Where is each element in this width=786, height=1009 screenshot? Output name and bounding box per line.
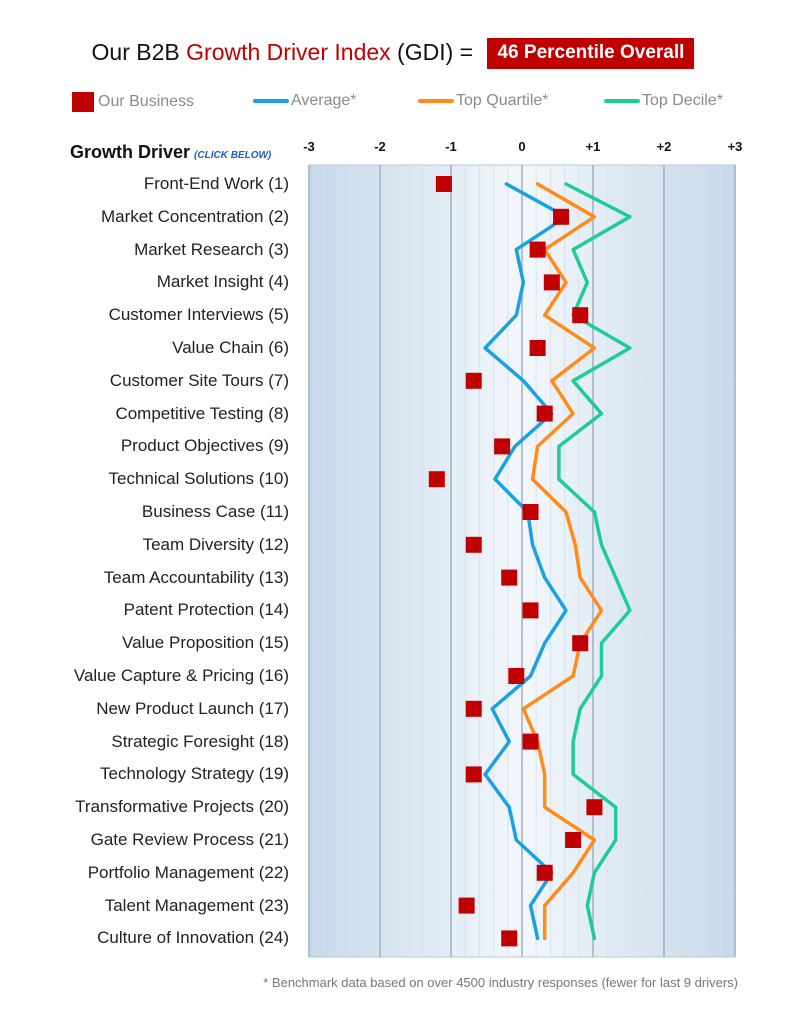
our-business-marker <box>536 864 553 881</box>
our-business-marker <box>465 536 482 553</box>
our-business-marker <box>536 405 553 422</box>
title-suffix: (GDI) = <box>390 39 474 65</box>
growth-driver-link[interactable]: Transformative Projects (20) <box>75 797 289 817</box>
growth-driver-header: Growth Driver (CLICK BELOW) <box>70 142 271 163</box>
growth-driver-link[interactable]: Value Capture & Pricing (16) <box>73 666 289 685</box>
growth-driver-link[interactable]: Value Proposition (15) <box>122 633 289 653</box>
x-tick-label: -3 <box>303 139 315 154</box>
x-tick-label: +3 <box>727 139 743 154</box>
growth-driver-link[interactable]: Technology Strategy (19) <box>100 764 289 784</box>
series-line-average <box>483 182 568 941</box>
our-business-marker <box>494 438 511 455</box>
title-prefix: Our B2B <box>91 39 187 65</box>
our-business-marker <box>465 372 482 389</box>
title-highlight: Growth Driver Index <box>186 39 391 65</box>
benchmark-footnote: * Benchmark data based on over 4500 indu… <box>263 975 738 990</box>
x-tick-label: +2 <box>656 139 672 154</box>
growth-driver-link[interactable]: Customer Site Tours (7) <box>109 370 289 390</box>
growth-driver-link[interactable]: Patent Protection (14) <box>123 600 289 620</box>
legend-swatch-top-quartile <box>418 99 454 103</box>
legend-swatch-ours <box>72 92 94 112</box>
click-below-hint: (CLICK BELOW) <box>194 150 272 161</box>
legend-item-top-decile: Top Decile* <box>604 92 723 110</box>
legend-label-average: Average* <box>291 92 357 109</box>
chart-legend: Our Business Average* Top Quartile* Top … <box>0 92 786 114</box>
x-tick-label: -1 <box>445 139 457 154</box>
growth-driver-link[interactable]: Product Objectives (9) <box>120 436 289 456</box>
legend-item-top-quartile: Top Quartile* <box>418 92 549 110</box>
growth-driver-link[interactable]: Customer Interviews (5) <box>108 305 289 325</box>
our-business-marker <box>501 930 518 947</box>
growth-driver-link[interactable]: Portfolio Management (22) <box>87 862 289 882</box>
our-business-marker <box>572 307 589 324</box>
page-title: Our B2B Growth Driver Index (GDI) = 46 P… <box>0 38 786 69</box>
growth-driver-link[interactable]: Technical Solutions (10) <box>108 469 289 489</box>
legend-label-ours: Our Business <box>98 93 195 110</box>
growth-driver-link[interactable]: Value Chain (6) <box>172 338 289 357</box>
growth-driver-link[interactable]: Strategic Foresight (18) <box>111 731 289 751</box>
overall-percentile-badge: 46 Percentile Overall <box>487 38 695 69</box>
growth-driver-link[interactable]: Business Case (11) <box>141 502 289 521</box>
growth-driver-link[interactable]: Gate Review Process (21) <box>90 830 289 849</box>
growth-driver-link[interactable]: Market Research (3) <box>134 239 289 259</box>
our-business-marker <box>529 241 546 258</box>
our-business-marker <box>522 733 539 750</box>
growth-driver-header-label: Growth Driver <box>70 142 191 162</box>
x-tick-label: 0 <box>518 139 526 154</box>
our-business-marker <box>458 897 475 914</box>
our-business-marker <box>529 340 546 356</box>
legend-swatch-average <box>253 99 289 103</box>
our-business-marker <box>508 668 525 684</box>
growth-driver-link[interactable]: Market Concentration (2) <box>100 206 289 226</box>
growth-driver-link[interactable]: Competitive Testing (8) <box>115 403 289 423</box>
our-business-marker <box>501 569 518 586</box>
growth-driver-link[interactable]: Culture of Innovation (24) <box>97 928 289 948</box>
our-business-marker <box>522 504 539 520</box>
growth-driver-link[interactable]: Market Insight (4) <box>156 272 289 292</box>
legend-label-top-decile: Top Decile* <box>642 92 723 109</box>
legend-item-average: Average* <box>253 92 357 110</box>
series-line-top-quartile <box>521 182 604 941</box>
legend-swatch-top-decile <box>604 99 640 103</box>
legend-label-top-quartile: Top Quartile* <box>456 92 549 109</box>
our-business-marker <box>553 208 570 225</box>
our-business-marker <box>522 602 539 619</box>
growth-driver-link[interactable]: Talent Management (23) <box>104 895 289 915</box>
our-business-marker <box>435 176 452 192</box>
x-tick-label: -2 <box>374 139 386 154</box>
our-business-marker <box>428 471 445 488</box>
growth-driver-link[interactable]: Team Accountability (13) <box>103 567 289 587</box>
our-business-marker <box>586 799 603 816</box>
our-business-marker <box>565 832 582 848</box>
x-tick-label: +1 <box>585 139 601 154</box>
growth-driver-link[interactable]: New Product Launch (17) <box>96 698 289 718</box>
growth-driver-link[interactable]: Front-End Work (1) <box>143 174 289 193</box>
legend-item-ours: Our Business <box>72 92 194 112</box>
our-business-marker <box>465 766 482 783</box>
our-business-marker <box>572 635 589 652</box>
our-business-marker <box>543 274 560 291</box>
growth-driver-link[interactable]: Team Diversity (12) <box>142 534 289 554</box>
our-business-marker <box>465 700 482 717</box>
